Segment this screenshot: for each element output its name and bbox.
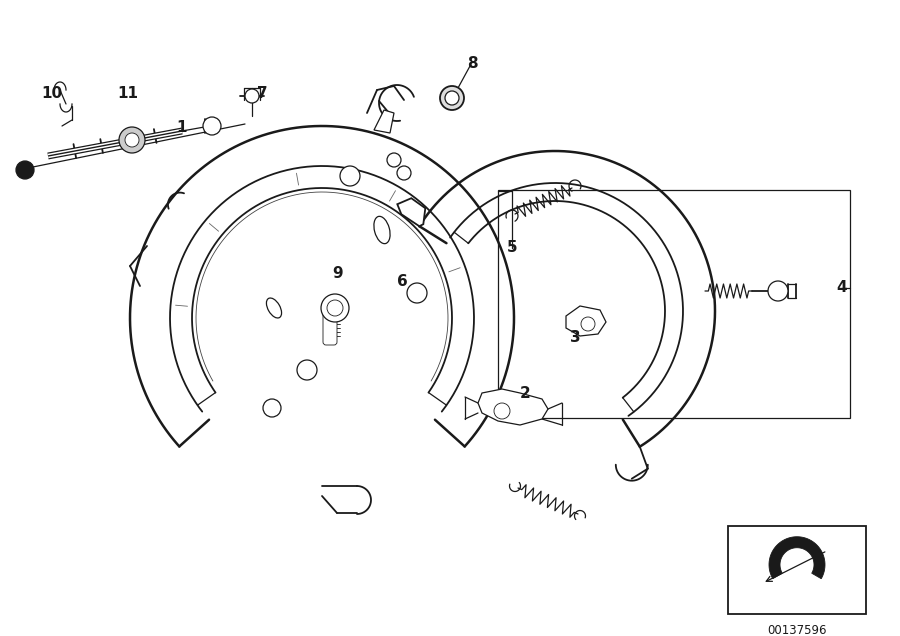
Polygon shape <box>478 389 548 425</box>
Text: 8: 8 <box>467 57 477 71</box>
Text: 9: 9 <box>333 266 343 282</box>
Bar <box>728 526 866 614</box>
Circle shape <box>203 117 221 135</box>
Circle shape <box>119 127 145 153</box>
Circle shape <box>440 86 464 110</box>
Ellipse shape <box>374 216 390 244</box>
Text: 11: 11 <box>118 86 139 102</box>
Polygon shape <box>374 110 394 133</box>
Polygon shape <box>566 306 606 336</box>
Bar <box>498 190 850 418</box>
Circle shape <box>768 281 788 301</box>
Circle shape <box>321 294 349 322</box>
Circle shape <box>397 166 411 180</box>
Circle shape <box>494 403 510 419</box>
Text: 5: 5 <box>507 240 517 256</box>
Circle shape <box>782 550 812 580</box>
Circle shape <box>125 133 139 147</box>
Circle shape <box>327 300 343 316</box>
Circle shape <box>407 283 427 303</box>
Text: 3: 3 <box>570 331 580 345</box>
Circle shape <box>245 89 259 103</box>
Text: 2: 2 <box>519 387 530 401</box>
Ellipse shape <box>578 314 588 332</box>
Text: 6: 6 <box>397 273 408 289</box>
Circle shape <box>16 161 34 179</box>
Polygon shape <box>397 198 426 226</box>
Circle shape <box>263 399 281 417</box>
Circle shape <box>297 360 317 380</box>
Text: 10: 10 <box>41 86 63 102</box>
Text: 00137596: 00137596 <box>768 624 827 636</box>
Polygon shape <box>769 537 825 579</box>
Circle shape <box>387 153 401 167</box>
Text: 1: 1 <box>176 120 187 135</box>
FancyBboxPatch shape <box>323 307 337 345</box>
Circle shape <box>581 317 595 331</box>
Text: 7: 7 <box>256 86 267 102</box>
Text: 4: 4 <box>837 280 847 296</box>
Circle shape <box>340 166 360 186</box>
Circle shape <box>445 91 459 105</box>
Ellipse shape <box>266 298 282 318</box>
